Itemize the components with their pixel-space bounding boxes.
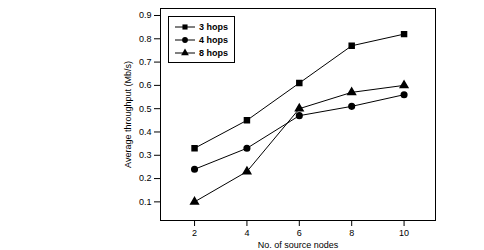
svg-text:10: 10 <box>399 228 409 238</box>
svg-text:0.4: 0.4 <box>139 127 152 137</box>
svg-text:0.5: 0.5 <box>139 104 152 114</box>
html-text:8 hops: 8 hops <box>199 47 228 58</box>
svg-text:0.2: 0.2 <box>139 173 152 183</box>
html-text:3 hops: 3 hops <box>199 21 228 32</box>
svg-text:0.8: 0.8 <box>139 34 152 44</box>
svg-text:6: 6 <box>297 228 302 238</box>
svg-text:No. of source nodes: No. of source nodes <box>258 240 339 250</box>
svg-text:0.6: 0.6 <box>139 80 152 90</box>
svg-text:4: 4 <box>244 228 249 238</box>
svg-text:0.3: 0.3 <box>139 150 152 160</box>
svg-text:2: 2 <box>192 228 197 238</box>
html-text:4 hops: 4 hops <box>199 34 228 45</box>
svg-text:Average throughput (Mb/s): Average throughput (Mb/s) <box>123 61 133 168</box>
svg-text:8: 8 <box>349 228 354 238</box>
svg-text:0.7: 0.7 <box>139 57 152 67</box>
svg-text:0.9: 0.9 <box>139 10 152 20</box>
svg-text:0.1: 0.1 <box>139 197 152 207</box>
